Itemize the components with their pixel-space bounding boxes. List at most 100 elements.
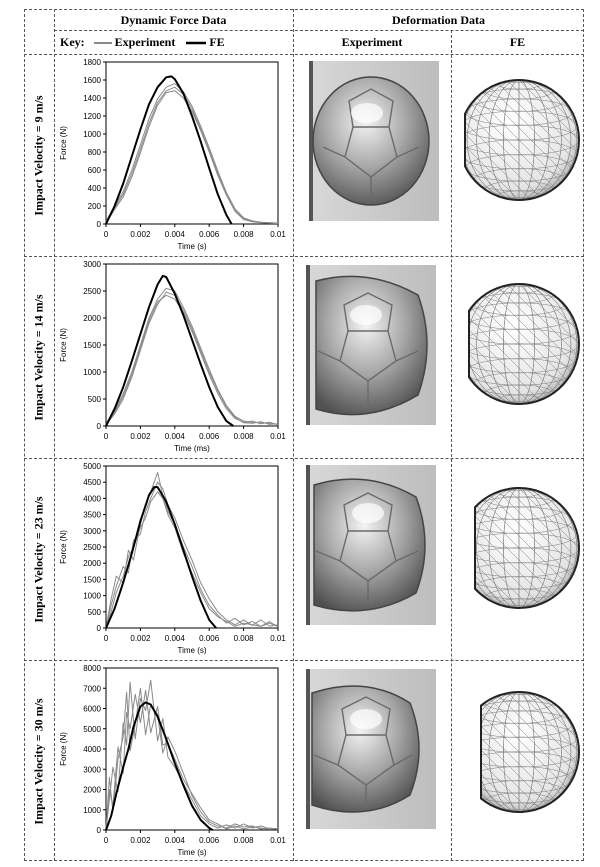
header-dynamic-force: Dynamic Force Data — [120, 13, 227, 27]
x-tick-label: 0.01 — [270, 432, 286, 441]
experiment-photo — [309, 61, 439, 221]
x-tick-label: 0 — [104, 432, 109, 441]
figure-frame — [24, 9, 584, 861]
y-tick-label: 0 — [97, 624, 102, 633]
plot-area — [105, 263, 279, 427]
x-tick-label: 0 — [104, 836, 109, 845]
series-line-experiment — [105, 86, 279, 224]
fe-mesh-model — [480, 691, 580, 813]
y-tick-label: 7000 — [83, 684, 101, 693]
y-axis-label: Force (N) — [59, 530, 68, 564]
x-tick-label: 0.008 — [234, 230, 255, 239]
y-tick-label: 3000 — [83, 260, 101, 269]
y-tick-label: 1000 — [83, 592, 101, 601]
series-line-experiment — [105, 679, 279, 831]
plot-area — [105, 465, 279, 629]
y-tick-label: 2500 — [83, 543, 101, 552]
experiment-photo — [306, 669, 436, 829]
x-tick-label: 0 — [104, 230, 109, 239]
y-tick-label: 1000 — [83, 130, 101, 139]
series-line-experiment — [105, 491, 279, 629]
row-label-23: Impact Velocity = 23 m/s — [31, 495, 46, 623]
fe-outline — [468, 283, 580, 405]
y-tick-label: 1400 — [83, 94, 101, 103]
x-tick-label: 0.002 — [130, 634, 151, 643]
series-line-experiment — [105, 481, 279, 629]
y-tick-label: 1500 — [83, 341, 101, 350]
x-tick-label: 0.002 — [130, 432, 151, 441]
legend-experiment-swatch — [93, 42, 112, 45]
row-divider — [54, 30, 584, 31]
y-tick-label: 800 — [88, 148, 102, 157]
header-deformation: Deformation Data — [392, 13, 485, 27]
y-tick-label: 1200 — [83, 112, 101, 121]
x-tick-label: 0.008 — [234, 836, 255, 845]
legend-experiment-label: Experiment — [114, 35, 176, 49]
y-tick-label: 1500 — [83, 575, 101, 584]
y-axis-label: Force (N) — [59, 732, 68, 766]
plot-area — [105, 61, 279, 225]
key-label: Key: — [60, 35, 85, 49]
series-line-fe — [105, 701, 214, 831]
x-axis-label: Time (s) — [177, 646, 206, 655]
fe-mesh-model — [468, 283, 580, 405]
x-tick-label: 0.004 — [165, 432, 186, 441]
experiment-photo — [306, 465, 436, 625]
row-label-30: Impact Velocity = 30 m/s — [31, 697, 46, 825]
x-tick-label: 0.01 — [270, 634, 286, 643]
y-tick-label: 5000 — [83, 462, 101, 471]
y-tick-label: 4000 — [83, 494, 101, 503]
y-tick-label: 400 — [88, 184, 102, 193]
column-divider — [293, 9, 294, 861]
fe-outline — [480, 691, 580, 813]
column-divider — [451, 30, 452, 861]
row-divider — [24, 458, 584, 459]
y-tick-label: 3000 — [83, 765, 101, 774]
experiment-photo — [306, 265, 436, 425]
force-chart-30ms: 0 0.002 0.004 0.006 0.008 0.01 0 1000 2000 3000 40… — [56, 662, 292, 862]
x-tick-label: 0.004 — [165, 230, 186, 239]
x-tick-label: 0.006 — [199, 836, 220, 845]
x-tick-label: 0.002 — [130, 836, 151, 845]
chart-svg: 0 0.002 0.004 0.006 0.008 0.01 0 1000 2000 3000 40… — [59, 664, 286, 857]
y-tick-label: 3500 — [83, 511, 101, 520]
y-tick-label: 3000 — [83, 527, 101, 536]
y-tick-label: 200 — [88, 202, 102, 211]
x-axis-label: Time (ms) — [174, 444, 210, 453]
row-divider — [24, 54, 584, 55]
y-axis-label: Force (N) — [59, 328, 68, 362]
force-chart-9ms: 0 0.002 0.004 0.006 0.008 0.01 0 200 400 600 800 10… — [56, 56, 292, 256]
y-tick-label: 1000 — [83, 368, 101, 377]
chart-svg: 0 0.002 0.004 0.006 0.008 0.01 0 500 1000 1500 200… — [59, 462, 286, 655]
y-tick-label: 4500 — [83, 478, 101, 487]
x-tick-label: 0.006 — [199, 230, 220, 239]
fe-mesh-model — [464, 79, 580, 201]
y-tick-label: 2000 — [83, 559, 101, 568]
y-axis-label: Force (N) — [59, 126, 68, 160]
series-line-fe — [105, 75, 233, 225]
x-tick-label: 0.004 — [165, 634, 186, 643]
force-chart-23ms: 0 0.002 0.004 0.006 0.008 0.01 0 500 1000 1500 200… — [56, 460, 292, 660]
fe-mesh-grid — [481, 692, 579, 812]
y-tick-label: 2000 — [83, 786, 101, 795]
x-axis-label: Time (s) — [177, 848, 206, 857]
chart-svg: 0 0.002 0.004 0.006 0.008 0.01 0 200 400 600 800 10… — [59, 58, 286, 251]
col-header-fe: FE — [509, 35, 526, 49]
y-tick-label: 600 — [88, 166, 102, 175]
y-tick-label: 1800 — [83, 58, 101, 67]
col-header-experiment: Experiment — [341, 35, 403, 49]
series-line-experiment — [105, 83, 279, 224]
chart-svg: 0 0.002 0.004 0.006 0.008 0.01 0 500 1000 1500 200… — [59, 260, 286, 453]
x-tick-label: 0.006 — [199, 432, 220, 441]
series-line-fe — [105, 486, 217, 629]
y-tick-label: 5000 — [83, 725, 101, 734]
x-tick-label: 0.01 — [270, 230, 286, 239]
series-line-fe — [105, 274, 234, 427]
y-tick-label: 0 — [97, 422, 102, 431]
y-tick-label: 0 — [97, 826, 102, 835]
column-divider — [54, 9, 55, 861]
y-tick-label: 500 — [88, 608, 102, 617]
legend-fe-swatch — [186, 41, 207, 45]
x-tick-label: 0.008 — [234, 634, 255, 643]
legend-fe-label: FE — [209, 35, 225, 49]
